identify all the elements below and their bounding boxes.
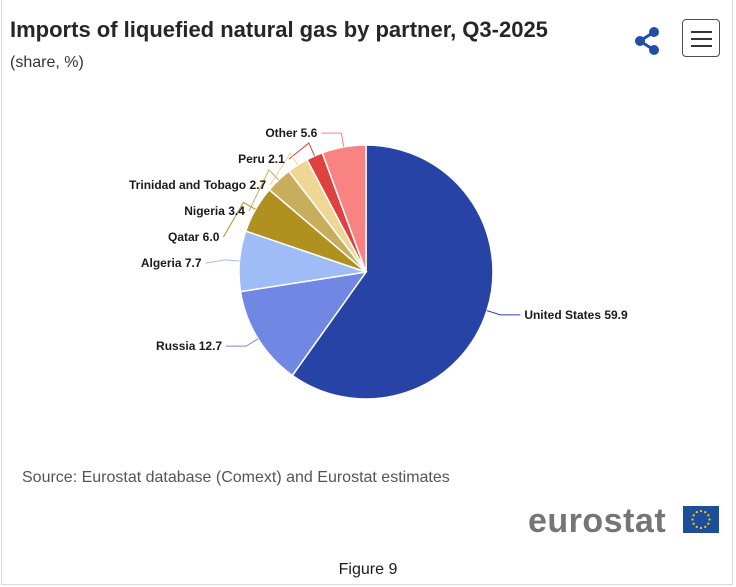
- eu-star: [695, 511, 698, 514]
- data-label: Trinidad and Tobago 2.7: [129, 178, 266, 192]
- leader-line: [222, 201, 256, 238]
- pie-slice-united-states[interactable]: [291, 144, 494, 400]
- pie-slices: [238, 144, 494, 400]
- data-label: Other 5.6: [265, 126, 317, 140]
- data-label: United States 59.9: [524, 308, 628, 322]
- logo-wordmark: eurostat: [528, 502, 667, 540]
- eu-star: [708, 518, 711, 521]
- chart-menu-button[interactable]: [682, 19, 720, 57]
- leader-line: [205, 259, 240, 264]
- chart-subtitle: (share, %): [10, 54, 84, 71]
- leader-line: [248, 168, 279, 212]
- eu-star: [691, 518, 694, 521]
- pie-chart: United States 59.9 Other 5.6 Peru 2.1 Trini…: [129, 126, 628, 400]
- source-note: Source: Eurostat database (Comext) and E…: [22, 469, 450, 486]
- share-icon: [635, 27, 659, 55]
- pie-labels: United States 59.9 Other 5.6 Peru 2.1 Trini…: [129, 126, 628, 353]
- eu-star: [699, 509, 703, 513]
- leader-line: [288, 142, 315, 160]
- data-label: Nigeria 3.4: [184, 204, 245, 218]
- eu-star: [692, 514, 695, 517]
- share-button[interactable]: [630, 24, 664, 58]
- data-label: Algeria 7.7: [141, 256, 202, 270]
- eu-flag-icon: [683, 506, 719, 533]
- leader-line: [269, 152, 299, 186]
- pie-leader-lines: [205, 132, 521, 347]
- eu-star: [692, 522, 695, 525]
- leader-line: [321, 132, 345, 148]
- chart-title: Imports of liquefied natural gas by part…: [10, 17, 548, 42]
- eu-star: [704, 525, 707, 528]
- hamburger-menu-icon-bar: [691, 45, 712, 47]
- pie-slice-other[interactable]: [321, 144, 367, 273]
- eu-star: [707, 522, 710, 525]
- figure-caption: Figure 9: [338, 561, 398, 578]
- leader-line: [486, 310, 521, 316]
- data-label: Peru 2.1: [238, 152, 285, 166]
- hamburger-menu-icon-bar: [691, 38, 712, 40]
- eu-star: [704, 511, 707, 514]
- pie-slice-russia[interactable]: [239, 270, 368, 377]
- eu-star: [695, 525, 698, 528]
- leader-line: [226, 338, 259, 347]
- eu-star: [699, 526, 703, 530]
- eu-star: [707, 514, 710, 517]
- hamburger-menu-icon: [691, 31, 712, 33]
- data-label: Qatar 6.0: [168, 230, 220, 244]
- data-label: Russia 12.7: [156, 339, 222, 353]
